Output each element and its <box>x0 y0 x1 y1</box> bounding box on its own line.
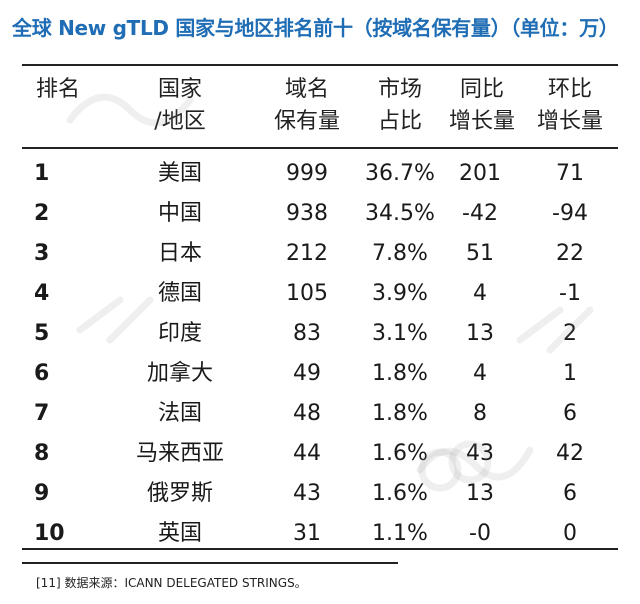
table-row: 2 中国 938 34.5% -42 -94 <box>0 194 640 234</box>
share-cell: 1.6% <box>372 481 428 506</box>
rank-cell: 3 <box>34 241 50 266</box>
share-cell: 36.7% <box>365 161 435 186</box>
share-cell: 1.6% <box>372 441 428 466</box>
count-cell: 105 <box>286 281 328 306</box>
header-share-line1: 市场 <box>377 77 422 102</box>
table-row: 6 加拿大 49 1.8% 4 1 <box>0 354 640 394</box>
header-count: 域名 保有量 <box>262 74 352 138</box>
rank-cell: 6 <box>34 361 50 386</box>
header-share-line2: 占比 <box>377 109 422 134</box>
yoy-cell: 13 <box>466 481 494 506</box>
country-cell: 日本 <box>157 241 202 266</box>
table-title: 全球 New gTLD 国家与地区排名前十（按域名保有量）（单位：万） <box>12 16 619 40</box>
country-cell: 俄罗斯 <box>146 481 213 506</box>
mom-cell: 42 <box>556 441 584 466</box>
country-cell: 德国 <box>157 281 202 306</box>
count-cell: 31 <box>293 521 321 546</box>
table-row: 10 英国 31 1.1% -0 0 <box>0 514 640 554</box>
share-cell: 3.9% <box>372 281 428 306</box>
count-cell: 49 <box>293 361 321 386</box>
header-country-line2: /地区 <box>154 109 206 134</box>
table-header-rule <box>22 147 618 149</box>
yoy-cell: 43 <box>466 441 494 466</box>
country-cell: 加拿大 <box>146 361 213 386</box>
table-bottom-rule <box>22 548 618 550</box>
count-cell: 83 <box>293 321 321 346</box>
mom-cell: 2 <box>563 321 577 346</box>
rank-cell: 1 <box>34 161 50 186</box>
header-country-line1: 国家 <box>157 77 202 102</box>
header-share: 市场 占比 <box>355 74 445 138</box>
rank-cell: 10 <box>34 521 65 546</box>
rank-cell: 2 <box>34 201 50 226</box>
country-cell: 英国 <box>157 521 202 546</box>
table-body: 1 美国 999 36.7% 201 71 2 中国 938 34.5% -42… <box>0 154 640 554</box>
yoy-cell: -0 <box>469 521 491 546</box>
table-top-rule <box>22 64 618 66</box>
country-cell: 印度 <box>157 321 202 346</box>
table-row: 3 日本 212 7.8% 51 22 <box>0 234 640 274</box>
rank-cell: 4 <box>34 281 50 306</box>
mom-cell: 71 <box>556 161 584 186</box>
mom-cell: 0 <box>563 521 577 546</box>
table-row: 4 德国 105 3.9% 4 -1 <box>0 274 640 314</box>
share-cell: 1.1% <box>372 521 428 546</box>
mom-cell: -94 <box>552 201 588 226</box>
share-cell: 3.1% <box>372 321 428 346</box>
footnote-source: [11] 数据来源：ICANN DELEGATED STRINGS。 <box>36 576 307 590</box>
table-row: 1 美国 999 36.7% 201 71 <box>0 154 640 194</box>
yoy-cell: -42 <box>462 201 498 226</box>
header-rank-line1: 排名 <box>35 77 80 102</box>
footnote-divider <box>22 562 398 564</box>
count-cell: 999 <box>286 161 328 186</box>
header-yoy-line2: 增长量 <box>448 109 515 134</box>
share-cell: 7.8% <box>372 241 428 266</box>
header-yoy: 同比 增长量 <box>440 74 524 138</box>
header-mom: 环比 增长量 <box>528 74 612 138</box>
yoy-cell: 51 <box>466 241 494 266</box>
country-cell: 法国 <box>157 401 202 426</box>
header-yoy-line1: 同比 <box>459 77 504 102</box>
header-mom-line1: 环比 <box>547 77 592 102</box>
share-cell: 34.5% <box>365 201 435 226</box>
rank-cell: 5 <box>34 321 50 346</box>
header-count-line1: 域名 <box>284 77 329 102</box>
yoy-cell: 4 <box>473 361 487 386</box>
yoy-cell: 8 <box>473 401 487 426</box>
yoy-cell: 201 <box>459 161 501 186</box>
header-mom-line2: 增长量 <box>536 109 603 134</box>
country-cell: 美国 <box>157 161 202 186</box>
table-row: 8 马来西亚 44 1.6% 43 42 <box>0 434 640 474</box>
country-cell: 中国 <box>157 201 202 226</box>
rank-cell: 8 <box>34 441 50 466</box>
header-country: 国家 /地区 <box>130 74 230 138</box>
mom-cell: 6 <box>563 401 577 426</box>
share-cell: 1.8% <box>372 401 428 426</box>
header-rank: 排名 <box>28 74 88 106</box>
count-cell: 48 <box>293 401 321 426</box>
table-row: 7 法国 48 1.8% 8 6 <box>0 394 640 434</box>
count-cell: 43 <box>293 481 321 506</box>
country-cell: 马来西亚 <box>135 441 224 466</box>
mom-cell: 22 <box>556 241 584 266</box>
mom-cell: 6 <box>563 481 577 506</box>
yoy-cell: 4 <box>473 281 487 306</box>
table-row: 5 印度 83 3.1% 13 2 <box>0 314 640 354</box>
rank-cell: 9 <box>34 481 50 506</box>
table-row: 9 俄罗斯 43 1.6% 13 6 <box>0 474 640 514</box>
count-cell: 938 <box>286 201 328 226</box>
count-cell: 212 <box>286 241 328 266</box>
yoy-cell: 13 <box>466 321 494 346</box>
header-count-line2: 保有量 <box>273 109 340 134</box>
count-cell: 44 <box>293 441 321 466</box>
rank-cell: 7 <box>34 401 50 426</box>
mom-cell: 1 <box>563 361 577 386</box>
share-cell: 1.8% <box>372 361 428 386</box>
mom-cell: -1 <box>559 281 581 306</box>
